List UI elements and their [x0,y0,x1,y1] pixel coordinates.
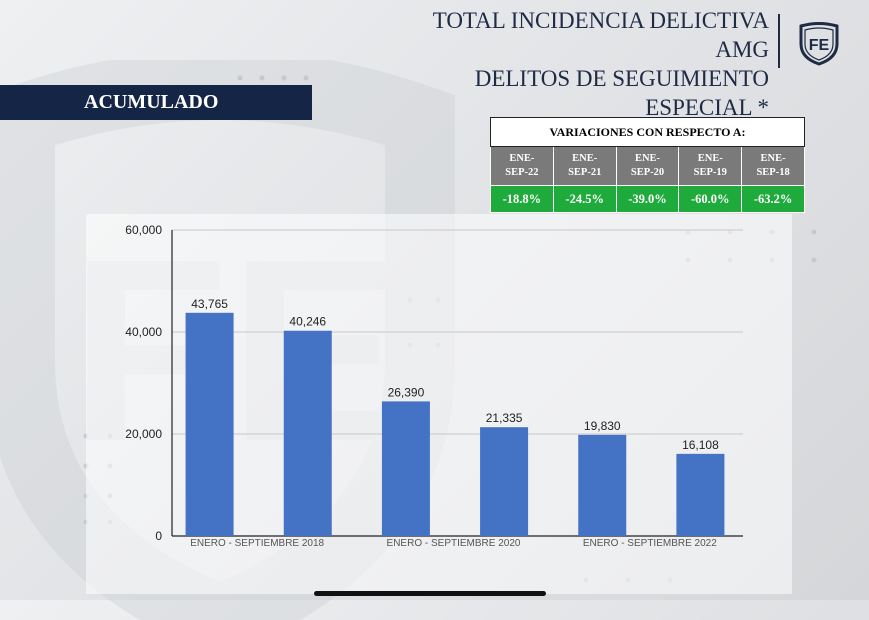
variation-value: -24.5% [552,185,617,213]
bar-value-label: 21,335 [486,411,523,425]
bar-value-label: 19,830 [584,419,621,433]
y-tick-label: 40,000 [125,325,162,339]
bar [676,453,725,536]
bar [480,427,529,536]
period-cell: ENE- SEP-18 [741,146,805,186]
bar-value-label: 26,390 [388,385,425,399]
title-divider [778,14,780,68]
bar-value-label: 43,765 [191,297,228,311]
bar [185,312,234,536]
variation-value: -18.8% [490,185,554,213]
title-line-1: TOTAL INCIDENCIA DELICTIVA [432,8,769,33]
bar [283,330,332,536]
period-cell: ENE- SEP-22 [490,146,554,186]
bar-value-label: 40,246 [289,315,326,329]
home-indicator [314,591,546,596]
title-line-4: ESPECIAL * [645,95,769,120]
page-title: TOTAL INCIDENCIA DELICTIVA AMG DELITOS D… [433,6,769,122]
fe-shield-logo-icon: FE [799,22,839,66]
y-tick-label: 0 [155,529,162,543]
period-cell: ENE- SEP-20 [615,146,680,186]
variation-value: -63.2% [741,185,805,213]
variation-value: -60.0% [678,185,743,213]
y-tick-label: 60,000 [125,223,162,237]
variations-title: VARIACIONES CON RESPECTO A: [490,117,805,147]
period-cell: ENE- SEP-19 [678,146,743,186]
x-tick-label: ENERO - SEPTIEMBRE 2022 [583,538,717,549]
title-line-2: AMG [715,37,769,62]
bar [381,401,430,536]
x-tick-label: ENERO - SEPTIEMBRE 2020 [387,538,521,549]
variation-value: -39.0% [615,185,680,213]
period-cell: ENE- SEP-21 [552,146,617,186]
title-line-3: DELITOS DE SEGUIMIENTO [474,66,769,91]
x-tick-label: ENERO - SEPTIEMBRE 2018 [190,538,324,549]
bar-value-label: 16,108 [682,438,719,452]
y-tick-label: 20,000 [125,427,162,441]
section-label: ACUMULADO [0,85,312,120]
bar [578,434,627,536]
variations-table: VARIACIONES CON RESPECTO A: ENE- SEP-22 E… [490,117,805,213]
bar-chart: 0 20,000 40,000 60,000 ENERO - SEPTIEMBRE 2… [86,214,792,594]
logo-text: FE [809,37,830,54]
